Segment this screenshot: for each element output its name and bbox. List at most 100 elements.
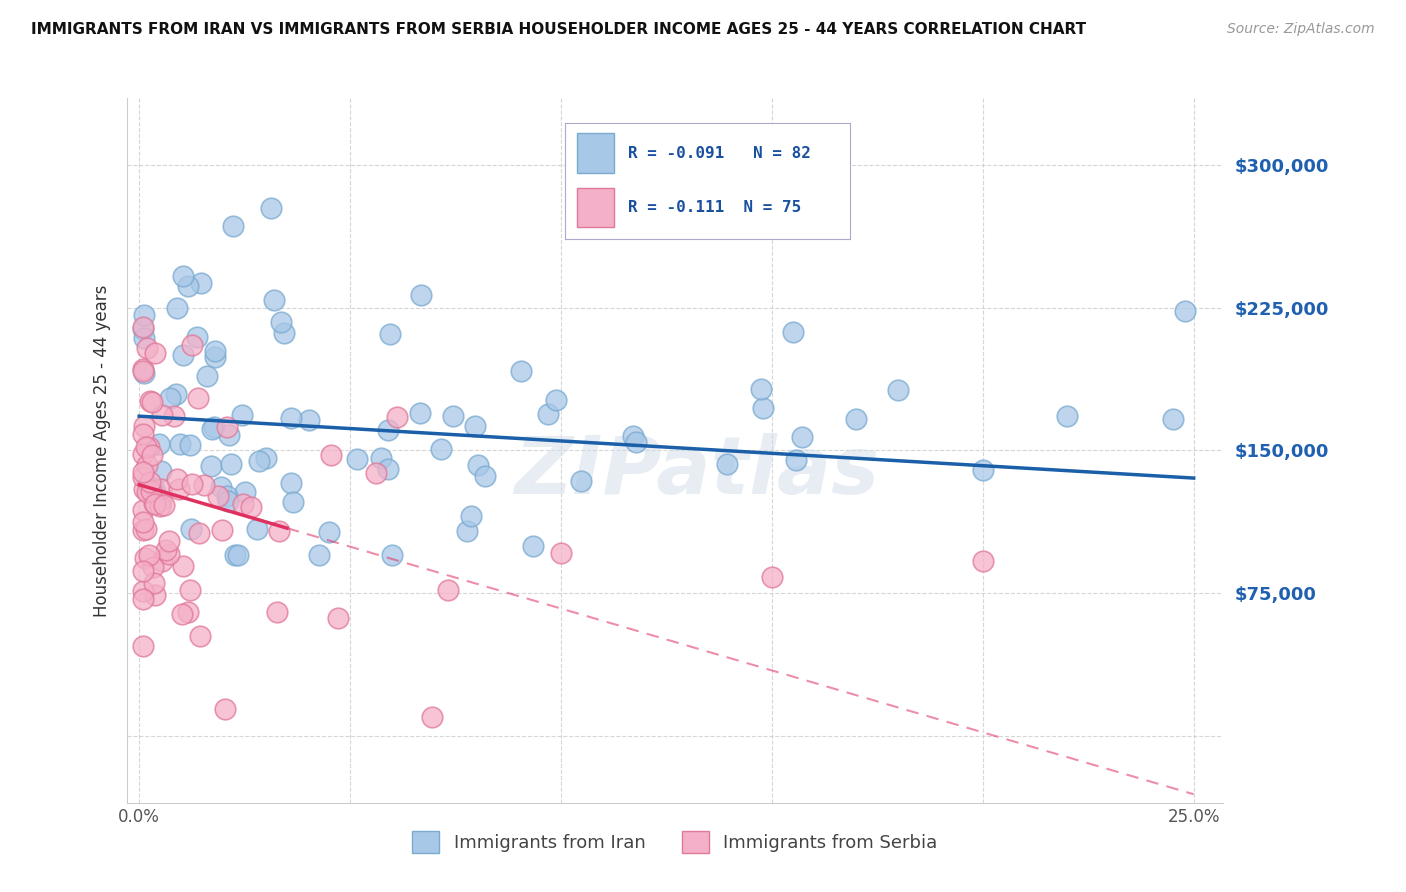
Point [134,482,156,496]
Point [409,288,432,302]
Point [380,327,402,342]
Point [281,494,304,508]
Point [420,710,443,724]
Point [752,401,775,416]
Y-axis label: Householder Income Ages 25 - 44 years: Householder Income Ages 25 - 44 years [93,285,111,616]
Point [749,382,772,396]
Point [569,474,592,488]
Point [209,480,232,494]
Point [537,408,560,422]
Point [233,484,256,499]
Point [132,515,155,529]
Point [460,508,482,523]
Point [195,369,218,384]
Point [972,463,994,477]
Point [157,547,180,561]
Point [782,325,804,339]
Point [134,551,156,566]
Point [187,391,209,405]
Point [132,308,155,322]
Point [132,503,155,517]
Point [138,548,160,562]
Point [132,319,155,334]
Point [441,409,464,424]
Point [132,447,155,461]
Point [163,409,186,424]
Point [219,457,242,471]
Point [318,524,340,539]
Point [509,364,531,378]
Point [217,489,239,503]
Point [190,629,212,643]
Legend: Immigrants from Iran, Immigrants from Serbia: Immigrants from Iran, Immigrants from Se… [405,824,945,861]
Point [280,411,302,425]
Point [179,583,201,598]
Point [138,441,160,455]
Point [135,484,157,499]
Point [624,434,647,449]
Point [172,268,194,283]
Point [149,492,172,507]
Point [139,393,162,408]
Point [188,526,211,541]
Point [165,386,187,401]
Point [143,496,166,510]
Point [132,364,155,378]
Point [159,391,181,405]
Point [474,469,496,483]
Point [132,592,155,607]
Point [149,482,172,496]
Point [239,500,262,515]
Point [550,546,572,560]
Point [266,605,288,619]
Text: IMMIGRANTS FROM IRAN VS IMMIGRANTS FROM SERBIA HOUSEHOLDER INCOME AGES 25 - 44 Y: IMMIGRANTS FROM IRAN VS IMMIGRANTS FROM … [31,22,1085,37]
Point [217,494,239,508]
Point [204,343,226,358]
Point [217,420,239,434]
Point [172,558,194,573]
Point [149,465,172,479]
Point [153,498,176,512]
Point [141,448,163,462]
Point [167,482,190,496]
Point [132,419,155,434]
Point [135,341,157,355]
Point [202,419,225,434]
Point [972,554,994,568]
Point [222,219,245,233]
Point [263,293,285,307]
Point [132,583,155,598]
Point [132,331,155,345]
Point [139,475,162,490]
Point [381,548,404,562]
Point [346,452,368,467]
Point [135,522,157,536]
Point [200,458,222,473]
Point [132,362,155,376]
Point [1056,409,1078,424]
Point [180,522,202,536]
Point [193,477,215,491]
Point [326,610,349,624]
Point [142,560,165,574]
Point [142,576,165,591]
Point [180,477,202,491]
Point [377,423,399,437]
Point [138,483,160,497]
Point [269,524,291,538]
Point [464,419,486,434]
Point [179,438,201,452]
Point [218,428,240,442]
Point [270,315,292,329]
Point [224,548,246,562]
Point [135,458,157,473]
Point [201,422,224,436]
Point [139,484,162,499]
Text: Source: ZipAtlas.com: Source: ZipAtlas.com [1227,22,1375,37]
Point [321,448,343,462]
Point [132,639,155,653]
Point [149,500,172,514]
Point [190,276,212,290]
Point [845,411,868,425]
Point [132,466,155,480]
